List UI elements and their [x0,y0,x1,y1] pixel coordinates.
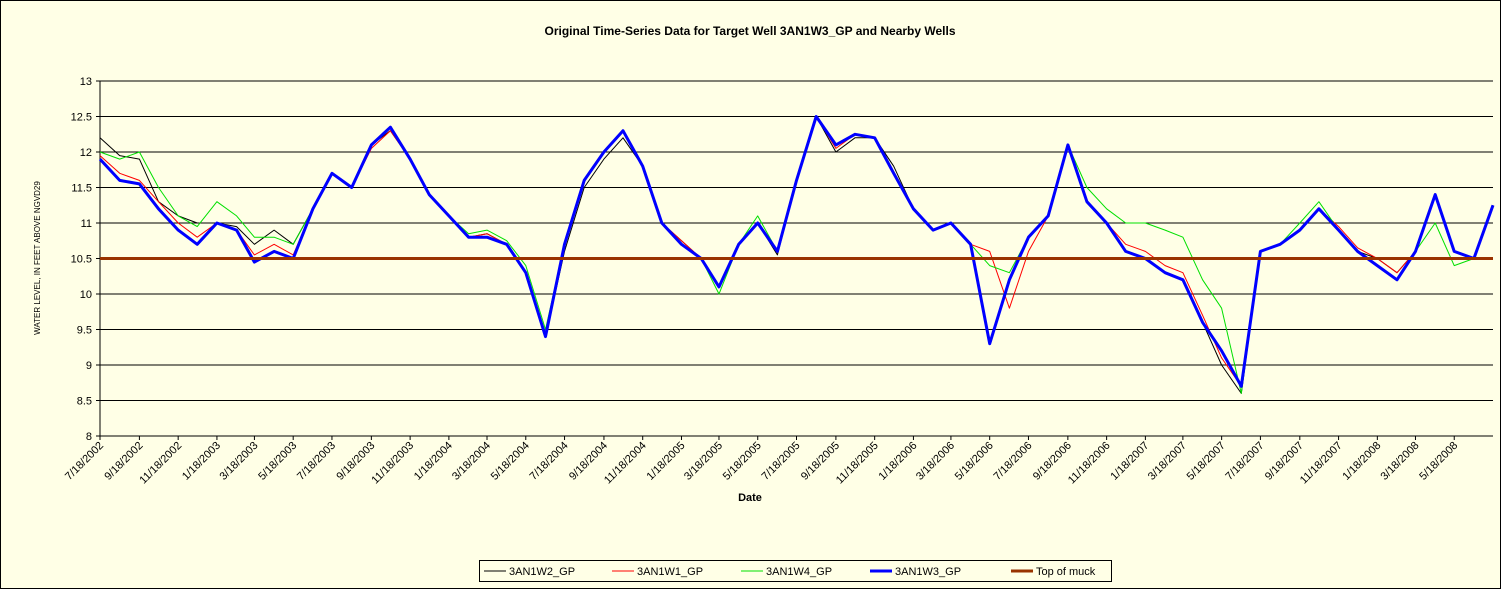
x-axis-label: Date [738,492,762,504]
y-tick-label: 9.5 [77,325,92,337]
series-line [98,115,1495,388]
y-tick-label: 11 [81,218,92,230]
y-tick-label: 13 [80,76,92,88]
legend-label: 3AN1W1_GP [637,566,703,578]
y-tick-label: 10 [80,289,92,301]
legend-label: 3AN1W4_GP [766,566,832,578]
y-tick-label: 9 [86,360,92,372]
legend [479,560,1112,582]
y-tick-label: 12 [80,147,92,159]
legend-label: 3AN1W3_GP [895,566,961,578]
y-tick-label: 10.5 [71,254,92,266]
y-tick-label: 8.5 [77,396,92,408]
legend-label: Top of muck [1036,566,1096,578]
y-tick-label: 12.5 [71,112,92,124]
legend-label: 3AN1W2_GP [509,566,575,578]
chart-title: Original Time-Series Data for Target Wel… [544,24,955,38]
y-tick-label: 11.5 [71,183,92,195]
y-axis-label: WATER LEVEL, IN FEET ABOVE NGVD29 [33,181,42,335]
y-tick-label: 8 [86,431,92,443]
